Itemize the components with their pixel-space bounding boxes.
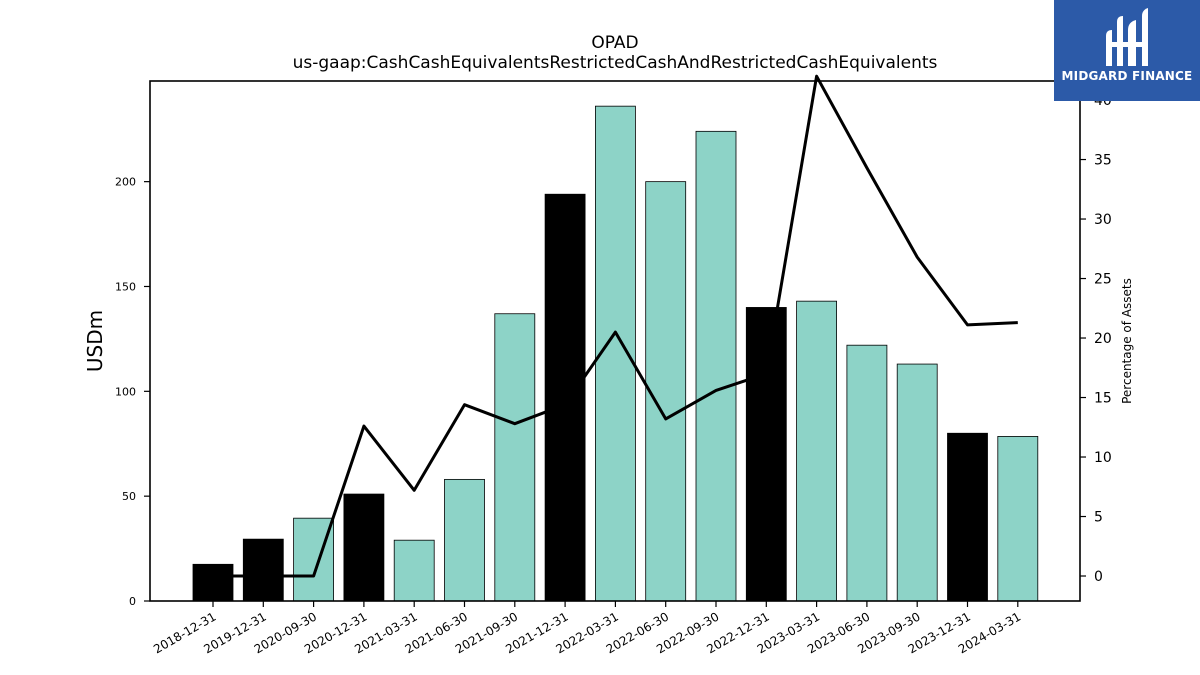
y-tick-label: 100 xyxy=(115,385,136,398)
bars-layer xyxy=(192,105,1039,602)
bar-2023-06-30 xyxy=(846,344,888,602)
bar-2022-06-30 xyxy=(645,181,687,602)
y-tick-label: 50 xyxy=(122,490,136,503)
x-axis-ticks: 2018-12-312019-12-312020-09-302020-12-31… xyxy=(151,601,1023,656)
y-tick-label: 200 xyxy=(115,176,136,189)
bar-2021-12-31 xyxy=(544,193,586,602)
line-layer xyxy=(213,74,1018,578)
bar-2018-12-31 xyxy=(192,563,234,602)
bar-2023-03-31 xyxy=(796,300,837,602)
percentage-line xyxy=(213,74,1018,578)
y2-tick-label: 5 xyxy=(1094,510,1103,526)
bar-2023-09-30 xyxy=(896,363,938,602)
y2-tick-label: 15 xyxy=(1094,391,1112,407)
y2-tick-label: 10 xyxy=(1094,450,1112,466)
y2-tick-label: 30 xyxy=(1094,212,1112,228)
bar-2022-12-31 xyxy=(745,307,787,602)
y2-tick-label: 25 xyxy=(1094,272,1112,288)
y2-tick-label: 35 xyxy=(1094,153,1112,169)
bar-2020-12-31 xyxy=(343,493,385,602)
bar-2024-03-31 xyxy=(997,436,1039,602)
logo-text: MIDGARD FINANCE xyxy=(1061,69,1193,83)
y-axis-ticks: 0 50 100 150 200 xyxy=(115,176,150,608)
logo-mark-icon xyxy=(1106,8,1148,66)
bar-2021-06-30 xyxy=(444,478,485,602)
y-axis-label: USDm xyxy=(83,310,107,372)
bar-2023-12-31 xyxy=(947,432,988,602)
bar-2021-03-31 xyxy=(393,539,435,602)
y-tick-label: 0 xyxy=(129,595,136,608)
chart-subtitle: us-gaap:CashCashEquivalentsRestrictedCas… xyxy=(293,53,938,73)
bar-2019-12-31 xyxy=(242,538,284,602)
y2-axis-label: Percentage of Assets xyxy=(1120,278,1134,404)
chart-title: OPAD xyxy=(591,33,638,53)
bar-2021-09-30 xyxy=(494,313,536,602)
brand-logo: MIDGARD FINANCE xyxy=(1054,0,1200,101)
bar-2022-09-30 xyxy=(695,130,737,602)
y2-tick-label: 20 xyxy=(1094,331,1112,347)
y-tick-label: 150 xyxy=(115,280,136,293)
y2-tick-label: 0 xyxy=(1094,569,1103,585)
